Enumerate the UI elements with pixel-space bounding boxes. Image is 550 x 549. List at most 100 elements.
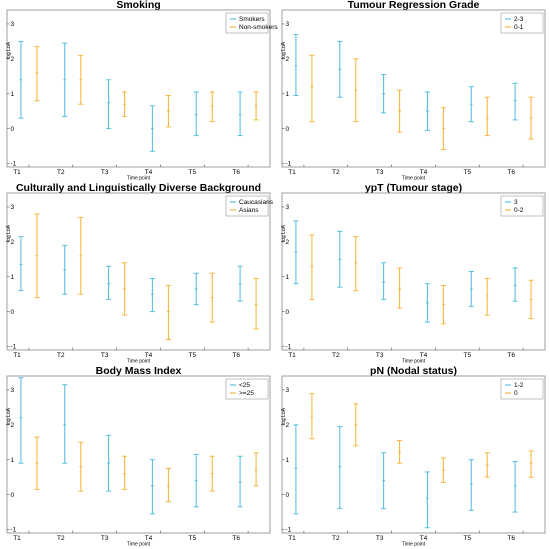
x-tick-label: T3 xyxy=(101,535,109,542)
x-tick-label: T6 xyxy=(232,169,240,176)
x-tick-label: T5 xyxy=(464,352,472,359)
chart-title: pN (Nodal status) xyxy=(370,365,457,377)
legend-entry-label: Smokers xyxy=(239,16,265,23)
legend-entry-label: 0-2 xyxy=(514,207,524,214)
x-tick-label: T5 xyxy=(189,535,197,542)
y-tick-label: 0 xyxy=(286,126,290,133)
x-axis-label: Time point xyxy=(127,359,151,365)
x-tick-label: T6 xyxy=(232,535,240,542)
y-tick-label: 0 xyxy=(11,309,15,316)
y-tick-label: 3 xyxy=(286,387,290,394)
series-a-error-bars xyxy=(293,33,518,131)
x-tick-label: T4 xyxy=(145,169,153,176)
x-tick-label: T4 xyxy=(420,535,428,542)
legend-entry-label: 3 xyxy=(514,199,518,206)
series-a-error-bars xyxy=(293,424,518,529)
y-axis-label: log LoA xyxy=(6,224,12,242)
y-axis-label: log LoA xyxy=(281,224,287,242)
x-tick-label: T3 xyxy=(101,352,109,359)
series-a-error-bars xyxy=(18,236,243,313)
x-tick-label: T2 xyxy=(57,169,65,176)
x-tick-label: T3 xyxy=(376,169,384,176)
legend-box xyxy=(225,195,269,217)
legend-entry-label: Caucasians xyxy=(239,199,274,206)
y-tick-label: -1 xyxy=(286,161,292,168)
y-tick-label: 3 xyxy=(286,204,290,211)
y-tick-label: 1 xyxy=(11,91,15,98)
y-tick-label: -1 xyxy=(11,527,17,534)
chart-svg: Body Mass Index -1 0 1 2 3 log LoA T1 T2 T3 T4 T5 T6… xyxy=(6,365,271,548)
legend-entry-label: Non-smokers xyxy=(239,24,278,31)
chart-panel-body-mass-index: Body Mass Index -1 0 1 2 3 log LoA T1 T2 T3 T4 T5 T6… xyxy=(0,365,275,549)
plot-frame xyxy=(6,375,271,534)
y-tick-label: 1 xyxy=(286,91,290,98)
x-axis-label: Time point xyxy=(127,542,151,548)
x-tick-label: T4 xyxy=(145,535,153,542)
legend-entry-label: 0-1 xyxy=(514,24,524,31)
chart-svg: Tumour Regression Grade -1 0 1 2 3 log LoA T1 T2… xyxy=(281,0,546,182)
x-axis-label: Time point xyxy=(127,176,151,182)
legend-box xyxy=(500,12,544,34)
series-b-error-bars xyxy=(309,54,534,151)
y-tick-label: 3 xyxy=(11,21,15,28)
x-tick-label: T1 xyxy=(13,352,21,359)
x-axis-label: Time point xyxy=(402,176,426,182)
chart-title: Culturally and Linguistically Diverse Ba… xyxy=(16,182,261,194)
y-tick-label: 0 xyxy=(11,126,15,133)
legend: 30-2 xyxy=(500,195,544,217)
x-tick-label: T2 xyxy=(332,169,340,176)
series-b-error-bars xyxy=(309,234,534,325)
y-axis-label: log LoA xyxy=(6,41,12,59)
y-tick-label: 2 xyxy=(11,422,15,429)
x-axis-label: Time point xyxy=(402,359,426,365)
plot-frame xyxy=(6,9,271,168)
legend-box xyxy=(225,378,269,400)
series-b-error-bars xyxy=(34,436,259,503)
legend: <25>=25 xyxy=(225,378,269,400)
x-tick-label: T5 xyxy=(189,352,197,359)
y-tick-label: 3 xyxy=(286,21,290,28)
y-tick-label: -1 xyxy=(11,344,17,351)
y-tick-label: 2 xyxy=(286,239,290,246)
x-tick-label: T5 xyxy=(464,535,472,542)
y-tick-label: -1 xyxy=(286,344,292,351)
y-tick-label: -1 xyxy=(11,161,17,168)
y-tick-label: 2 xyxy=(11,239,15,246)
x-tick-label: T1 xyxy=(288,535,296,542)
legend-entry-label: 2-3 xyxy=(514,16,524,23)
y-tick-label: 2 xyxy=(286,422,290,429)
x-tick-label: T2 xyxy=(332,352,340,359)
chart-svg: Culturally and Linguistically Diverse Ba… xyxy=(6,182,274,365)
series-a-error-bars xyxy=(18,377,243,515)
chart-panel-ypt-tumour-stage: ypT (Tumour stage) -1 0 1 2 3 log LoA T1 T2 T3 T4 T… xyxy=(275,182,550,366)
x-tick-label: T1 xyxy=(288,352,296,359)
x-tick-label: T3 xyxy=(376,352,384,359)
y-tick-label: 1 xyxy=(286,457,290,464)
x-tick-label: T1 xyxy=(13,169,21,176)
y-tick-label: 2 xyxy=(11,56,15,63)
legend-entry-label: <25 xyxy=(239,382,250,389)
series-a-error-bars xyxy=(293,220,518,323)
y-tick-label: 3 xyxy=(11,387,15,394)
series-a-error-bars xyxy=(18,40,243,152)
legend: 2-30-1 xyxy=(500,12,544,34)
x-tick-label: T3 xyxy=(101,169,109,176)
legend-box xyxy=(500,378,544,400)
x-axis-label: Time point xyxy=(402,542,426,548)
chart-panel-smoking: Smoking -1 0 1 2 3 log LoA T1 T2 T3 T4 T5 T6 Time poi… xyxy=(0,0,278,183)
y-tick-label: 1 xyxy=(286,274,290,281)
legend: 1-20 xyxy=(500,378,544,400)
y-tick-label: -1 xyxy=(286,527,292,534)
legend-box xyxy=(500,195,544,217)
x-tick-label: T1 xyxy=(288,169,296,176)
x-tick-label: T2 xyxy=(332,535,340,542)
chart-title: Smoking xyxy=(116,0,160,11)
x-tick-label: T4 xyxy=(420,352,428,359)
y-tick-label: 3 xyxy=(11,204,15,211)
y-tick-label: 0 xyxy=(286,309,290,316)
legend-box xyxy=(225,12,269,34)
chart-panel-pn-nodal-status: pN (Nodal status) -1 0 1 2 3 log LoA T1 T2 T3 T4 T5… xyxy=(275,365,550,549)
legend-entry-label: >=25 xyxy=(239,390,254,397)
